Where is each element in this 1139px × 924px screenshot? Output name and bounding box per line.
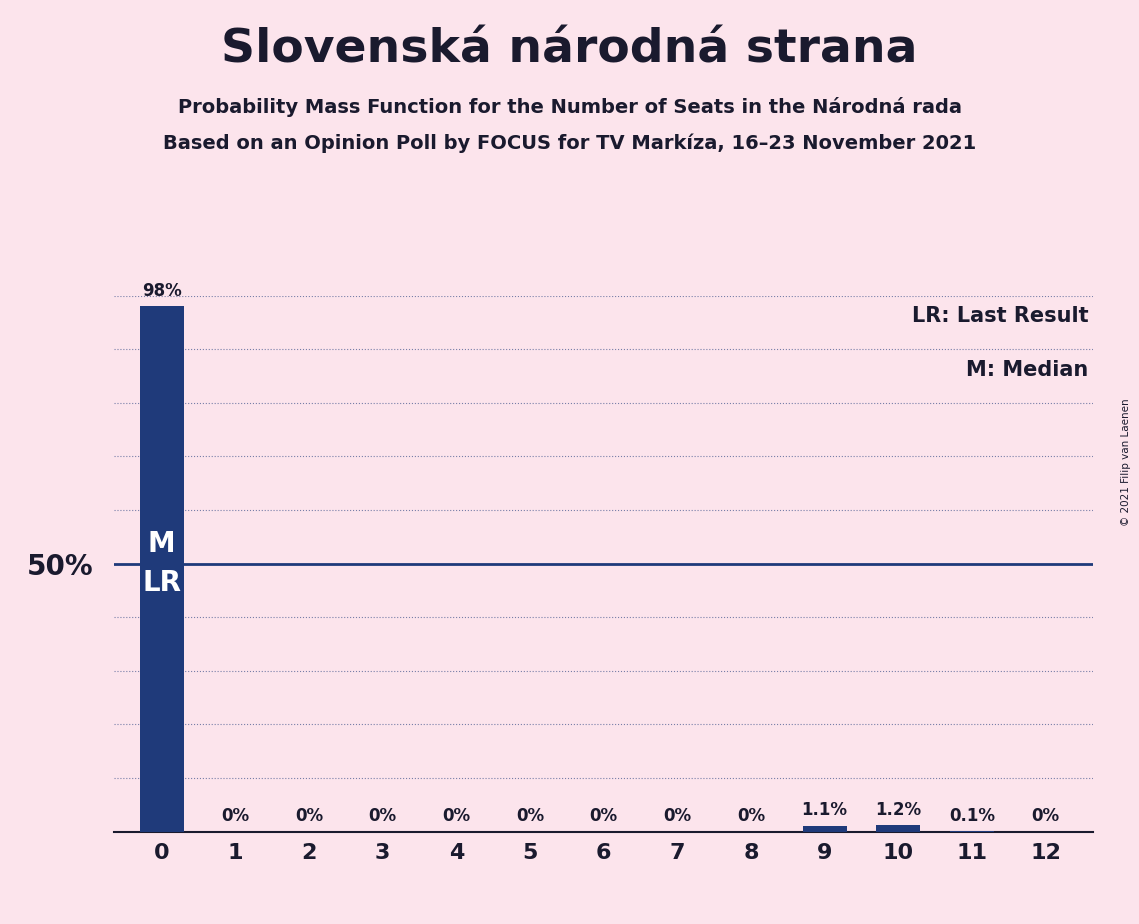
Text: LR: Last Result: LR: Last Result xyxy=(912,307,1089,326)
Text: 1.1%: 1.1% xyxy=(802,801,847,820)
Text: 0%: 0% xyxy=(663,808,691,825)
Bar xyxy=(876,825,920,832)
Text: 1.2%: 1.2% xyxy=(875,801,921,819)
Text: 0%: 0% xyxy=(295,808,323,825)
Text: M: Median: M: Median xyxy=(966,360,1089,380)
Text: 0%: 0% xyxy=(442,808,470,825)
Bar xyxy=(140,307,183,832)
Text: 0.1%: 0.1% xyxy=(949,807,995,824)
Text: 0%: 0% xyxy=(1032,808,1059,825)
Text: 0%: 0% xyxy=(590,808,617,825)
Text: 0%: 0% xyxy=(221,808,249,825)
Text: 0%: 0% xyxy=(369,808,396,825)
Text: Based on an Opinion Poll by FOCUS for TV Markíza, 16–23 November 2021: Based on an Opinion Poll by FOCUS for TV… xyxy=(163,134,976,153)
Text: 98%: 98% xyxy=(142,282,181,300)
Text: Probability Mass Function for the Number of Seats in the Národná rada: Probability Mass Function for the Number… xyxy=(178,97,961,117)
Text: LR: LR xyxy=(142,569,181,597)
Text: Slovenská národná strana: Slovenská národná strana xyxy=(221,28,918,73)
Text: © 2021 Filip van Laenen: © 2021 Filip van Laenen xyxy=(1121,398,1131,526)
Text: M: M xyxy=(148,530,175,558)
Text: 0%: 0% xyxy=(516,808,544,825)
Text: 0%: 0% xyxy=(737,808,765,825)
Bar xyxy=(803,826,846,832)
